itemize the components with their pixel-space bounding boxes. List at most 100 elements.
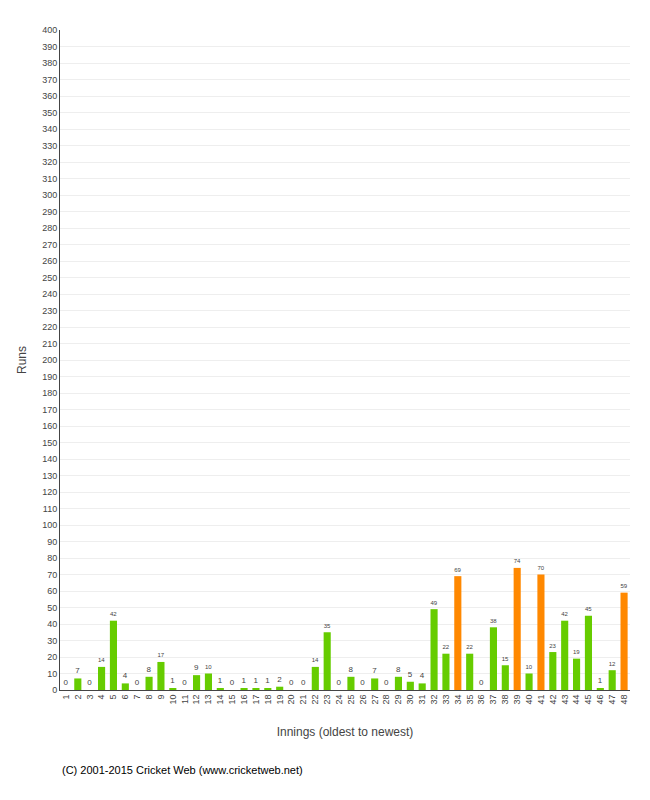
svg-text:150: 150 (42, 438, 57, 448)
svg-text:15: 15 (227, 695, 237, 705)
svg-text:10: 10 (526, 664, 533, 670)
svg-text:45: 45 (583, 695, 593, 705)
svg-text:0: 0 (479, 678, 484, 687)
svg-text:23: 23 (549, 643, 556, 649)
svg-text:21: 21 (298, 695, 308, 705)
svg-text:100: 100 (42, 520, 57, 530)
svg-text:50: 50 (47, 603, 57, 613)
svg-text:1: 1 (218, 676, 223, 685)
svg-text:14: 14 (312, 657, 319, 663)
svg-text:7: 7 (75, 666, 80, 675)
svg-text:37: 37 (488, 695, 498, 705)
svg-text:120: 120 (42, 487, 57, 497)
svg-text:9: 9 (194, 663, 199, 672)
svg-text:1: 1 (61, 695, 71, 700)
svg-text:4: 4 (96, 695, 106, 700)
svg-text:0: 0 (289, 678, 294, 687)
svg-text:7: 7 (132, 695, 142, 700)
svg-text:160: 160 (42, 421, 57, 431)
svg-text:90: 90 (47, 537, 57, 547)
svg-text:2: 2 (73, 695, 83, 700)
svg-text:390: 390 (42, 42, 57, 52)
svg-text:350: 350 (42, 108, 57, 118)
svg-text:70: 70 (47, 570, 57, 580)
svg-text:340: 340 (42, 124, 57, 134)
svg-text:7: 7 (372, 666, 377, 675)
svg-text:17: 17 (157, 652, 164, 658)
svg-text:3: 3 (85, 695, 95, 700)
svg-text:290: 290 (42, 207, 57, 217)
svg-text:20: 20 (47, 652, 57, 662)
svg-text:2: 2 (277, 675, 282, 684)
svg-text:11: 11 (180, 695, 190, 704)
svg-text:190: 190 (42, 372, 57, 382)
svg-text:(C) 2001-2015 Cricket Web (www: (C) 2001-2015 Cricket Web (www.cricketwe… (62, 764, 303, 776)
svg-text:38: 38 (490, 618, 497, 624)
svg-text:180: 180 (42, 388, 57, 398)
svg-text:49: 49 (431, 600, 438, 606)
svg-text:230: 230 (42, 306, 57, 316)
svg-text:Innings (oldest to newest): Innings (oldest to newest) (277, 725, 414, 739)
svg-text:210: 210 (42, 339, 57, 349)
svg-text:69: 69 (454, 567, 461, 573)
svg-text:17: 17 (251, 695, 261, 705)
svg-text:170: 170 (42, 405, 57, 415)
svg-text:10: 10 (47, 669, 57, 679)
svg-text:1: 1 (170, 676, 175, 685)
svg-text:20: 20 (286, 695, 296, 705)
svg-text:1: 1 (242, 676, 247, 685)
svg-text:31: 31 (417, 695, 427, 705)
svg-text:43: 43 (560, 695, 570, 705)
svg-text:130: 130 (42, 471, 57, 481)
svg-text:35: 35 (465, 695, 475, 705)
svg-text:260: 260 (42, 256, 57, 266)
svg-text:40: 40 (47, 619, 57, 629)
svg-text:46: 46 (595, 695, 605, 705)
svg-text:14: 14 (98, 657, 105, 663)
svg-text:39: 39 (512, 695, 522, 705)
svg-text:320: 320 (42, 157, 57, 167)
svg-text:1: 1 (253, 676, 258, 685)
svg-text:19: 19 (275, 695, 285, 705)
svg-text:36: 36 (476, 695, 486, 705)
svg-text:Runs: Runs (15, 346, 29, 374)
svg-text:5: 5 (408, 670, 413, 679)
svg-text:16: 16 (239, 695, 249, 705)
svg-text:32: 32 (429, 695, 439, 705)
svg-text:220: 220 (42, 322, 57, 332)
svg-text:8: 8 (348, 665, 353, 674)
svg-text:25: 25 (346, 695, 356, 705)
svg-text:19: 19 (573, 649, 580, 655)
svg-text:22: 22 (310, 695, 320, 705)
svg-text:360: 360 (42, 91, 57, 101)
svg-text:0: 0 (52, 685, 57, 695)
svg-text:0: 0 (301, 678, 306, 687)
svg-text:34: 34 (453, 695, 463, 705)
svg-text:23: 23 (322, 695, 332, 705)
svg-text:40: 40 (524, 695, 534, 705)
svg-text:12: 12 (191, 695, 201, 705)
svg-text:0: 0 (63, 678, 68, 687)
svg-text:42: 42 (548, 695, 558, 705)
svg-text:240: 240 (42, 289, 57, 299)
svg-text:42: 42 (561, 611, 568, 617)
svg-text:1: 1 (265, 676, 270, 685)
svg-text:6: 6 (120, 695, 130, 700)
svg-text:0: 0 (384, 678, 389, 687)
svg-text:200: 200 (42, 355, 57, 365)
svg-text:80: 80 (47, 553, 57, 563)
svg-text:30: 30 (405, 695, 415, 705)
svg-text:0: 0 (337, 678, 342, 687)
svg-text:28: 28 (381, 695, 391, 705)
svg-text:22: 22 (442, 644, 449, 650)
svg-text:60: 60 (47, 586, 57, 596)
svg-text:270: 270 (42, 240, 57, 250)
svg-text:140: 140 (42, 454, 57, 464)
svg-text:0: 0 (87, 678, 92, 687)
svg-text:18: 18 (263, 695, 273, 705)
svg-text:4: 4 (123, 671, 128, 680)
svg-text:74: 74 (514, 558, 521, 564)
svg-text:13: 13 (203, 695, 213, 705)
svg-text:110: 110 (43, 504, 57, 514)
svg-text:330: 330 (42, 141, 57, 151)
